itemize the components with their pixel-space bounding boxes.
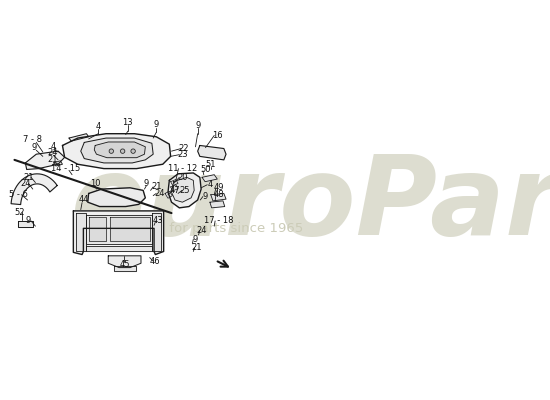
Polygon shape (172, 177, 194, 202)
Text: 51: 51 (206, 160, 216, 169)
Text: 21: 21 (48, 155, 58, 164)
Text: 52: 52 (14, 208, 25, 217)
Text: 10: 10 (90, 179, 101, 188)
Text: 24: 24 (154, 189, 164, 198)
Polygon shape (170, 180, 178, 186)
Text: 14 - 15: 14 - 15 (51, 164, 80, 173)
Text: 24: 24 (20, 179, 31, 188)
Text: 9: 9 (193, 235, 198, 244)
Text: 7 - 8: 7 - 8 (23, 135, 42, 144)
Text: 21: 21 (151, 182, 162, 192)
Text: 49: 49 (213, 183, 224, 192)
Polygon shape (86, 215, 152, 244)
Polygon shape (69, 134, 89, 141)
Text: 44: 44 (78, 196, 89, 204)
Polygon shape (89, 218, 106, 242)
Text: 47: 47 (169, 186, 180, 195)
Polygon shape (25, 151, 65, 170)
Polygon shape (81, 138, 153, 163)
Text: 21: 21 (23, 173, 34, 182)
Text: 11 - 12: 11 - 12 (168, 164, 197, 173)
Circle shape (131, 149, 135, 153)
Text: 45: 45 (119, 260, 130, 269)
Circle shape (120, 149, 125, 153)
Text: 9: 9 (203, 192, 208, 201)
Polygon shape (211, 194, 226, 201)
Polygon shape (54, 161, 63, 166)
Text: 4: 4 (50, 142, 56, 151)
Polygon shape (210, 201, 225, 208)
Text: 25: 25 (179, 186, 190, 195)
Polygon shape (63, 134, 170, 168)
Polygon shape (114, 266, 136, 271)
Polygon shape (170, 185, 178, 191)
Text: 17 - 18: 17 - 18 (204, 216, 233, 226)
Polygon shape (165, 191, 172, 198)
Polygon shape (76, 213, 86, 252)
Text: a passion for parts since 1965: a passion for parts since 1965 (102, 222, 303, 235)
Text: 50: 50 (200, 165, 211, 174)
Circle shape (109, 149, 113, 153)
Polygon shape (168, 173, 201, 208)
Polygon shape (108, 256, 141, 268)
Text: 4: 4 (207, 180, 212, 189)
Text: 21: 21 (191, 244, 202, 252)
Text: 46: 46 (150, 256, 160, 266)
Polygon shape (197, 146, 226, 160)
Text: 9: 9 (26, 216, 31, 226)
Polygon shape (202, 175, 217, 182)
Text: 9: 9 (31, 143, 37, 152)
Text: 16: 16 (212, 131, 223, 140)
Text: 9: 9 (153, 120, 159, 130)
Text: 9: 9 (144, 179, 149, 188)
Text: 5 - 6: 5 - 6 (9, 190, 28, 199)
Text: 43: 43 (153, 216, 164, 226)
Polygon shape (152, 213, 161, 252)
Text: 20: 20 (177, 173, 188, 182)
Text: 4: 4 (96, 122, 101, 131)
Text: 48: 48 (213, 190, 224, 199)
Text: euroParts: euroParts (71, 151, 550, 258)
Text: 13: 13 (123, 118, 133, 127)
Polygon shape (109, 218, 150, 242)
Text: 24: 24 (48, 148, 58, 157)
Polygon shape (94, 142, 145, 158)
Polygon shape (88, 188, 145, 206)
Text: 24: 24 (197, 226, 207, 235)
Polygon shape (73, 211, 164, 254)
Text: 22: 22 (178, 144, 189, 153)
Text: 9: 9 (195, 121, 200, 130)
Polygon shape (86, 246, 152, 252)
Polygon shape (11, 174, 57, 204)
Text: 23: 23 (177, 150, 188, 159)
Polygon shape (18, 221, 33, 227)
